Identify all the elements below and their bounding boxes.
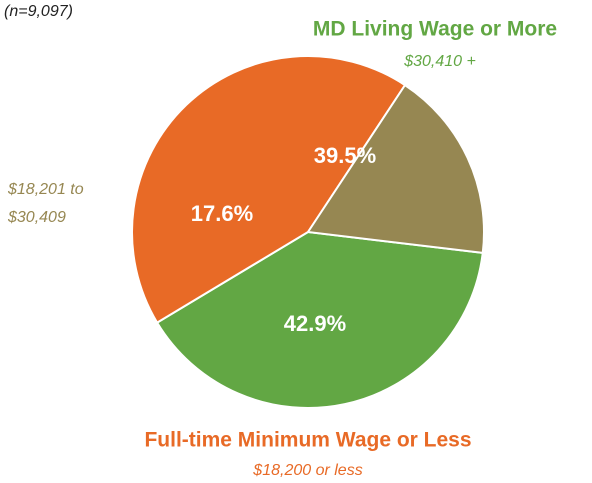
sample-size-note: (n=9,097) <box>4 3 73 20</box>
slice-percent: 39.5% <box>314 143 376 168</box>
category-label: MD Living Wage or More <box>313 18 557 41</box>
slice-percent: 17.6% <box>191 201 253 226</box>
slice-percent: 42.9% <box>284 311 346 336</box>
category-sublabel: $18,200 or less <box>252 462 362 479</box>
pie-slice <box>131 55 407 325</box>
pie-slice <box>155 230 484 409</box>
pie-slice <box>306 83 485 254</box>
category-label: Full-time Minimum Wage or Less <box>144 429 471 452</box>
category-sublabel: $30,410 + <box>403 53 476 70</box>
category-sublabel: $18,201 to $30,409 <box>7 181 84 226</box>
